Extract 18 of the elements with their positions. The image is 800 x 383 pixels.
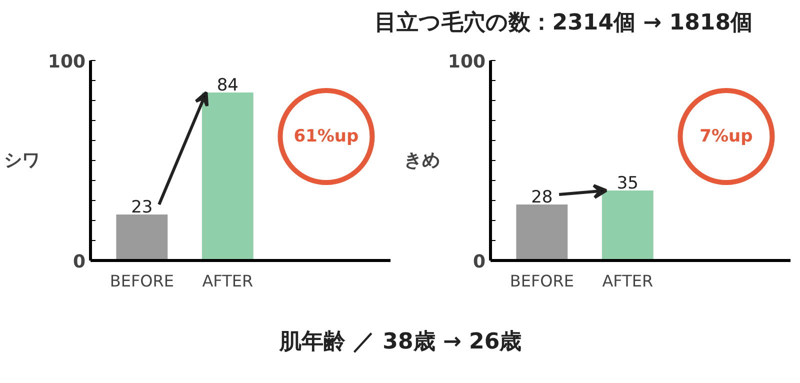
y-axis-title: シワ [4,150,40,171]
data-label: 84 [216,76,238,96]
text: 肌年齢 ／ 38歳 → 26歳 [278,330,522,354]
x-tick-label: BEFORE [510,272,574,290]
text: 7%up [700,126,753,146]
data-label: 35 [616,174,638,194]
data-label: 28 [531,188,553,208]
y-tick-label: 0 [472,252,486,272]
x-tick-label: AFTER [602,272,654,290]
text: 目立つ毛穴の数：2314個 → 1818個 [374,10,753,36]
x-tick-label: AFTER [202,272,254,290]
y-tick-label: 0 [72,252,86,272]
y-tick-label: 100 [448,52,486,72]
data-label: 23 [131,198,153,218]
y-axis-title: きめ [404,150,440,171]
text: 61%up [294,126,359,146]
y-tick-label: 100 [48,52,86,72]
x-tick-label: BEFORE [110,272,174,290]
